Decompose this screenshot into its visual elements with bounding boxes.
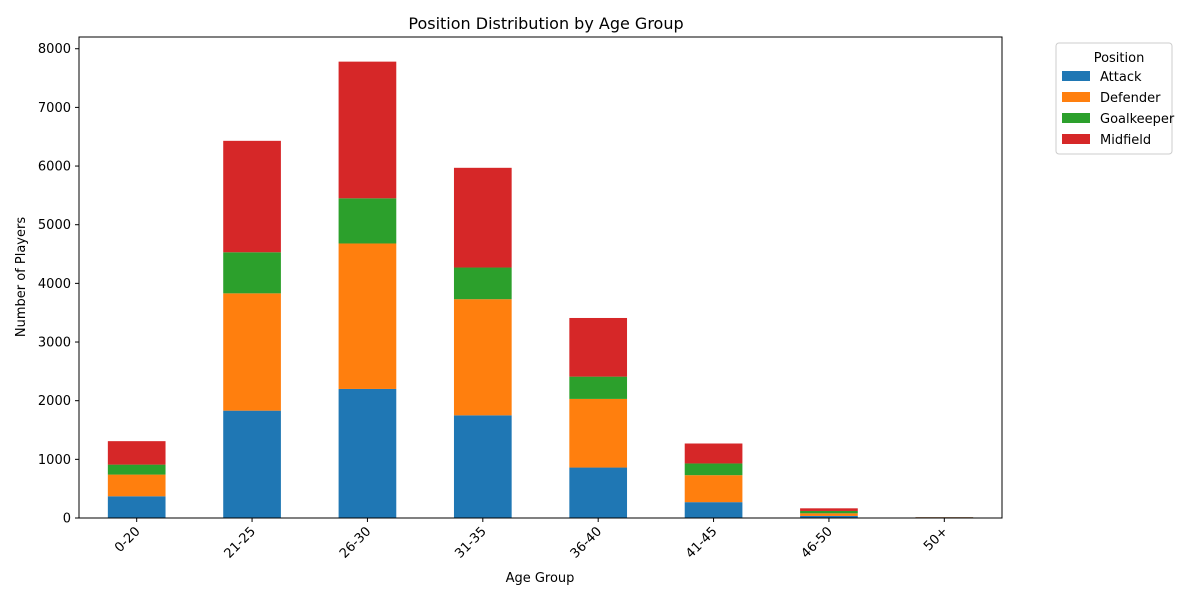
- legend-label-goalkeeper: Goalkeeper: [1100, 112, 1175, 127]
- x-tick-label: 26-30: [337, 524, 374, 561]
- legend-swatch-goalkeeper: [1062, 113, 1090, 123]
- bar-attack-21-25: [223, 411, 281, 518]
- x-tick-label: 50+: [921, 524, 951, 554]
- x-tick-label: 46-50: [798, 524, 835, 561]
- legend-swatch-defender: [1062, 92, 1090, 102]
- legend-swatch-attack: [1062, 71, 1090, 81]
- y-tick-label: 4000: [38, 277, 71, 292]
- bar-defender-41-45: [685, 475, 743, 502]
- legend-swatch-midfield: [1062, 134, 1090, 144]
- bar-defender-0-20: [108, 475, 166, 497]
- bar-attack-26-30: [339, 389, 397, 518]
- x-tick-label: 36-40: [568, 524, 605, 561]
- bar-midfield-36-40: [569, 318, 627, 377]
- bar-midfield-26-30: [339, 62, 397, 199]
- x-tick-label: 41-45: [683, 524, 720, 561]
- y-tick-label: 0: [63, 512, 71, 527]
- bar-defender-36-40: [569, 399, 627, 468]
- y-tick-label: 8000: [38, 42, 71, 57]
- legend-label-attack: Attack: [1100, 70, 1142, 85]
- y-tick-label: 2000: [38, 394, 71, 409]
- bar-goalkeeper-0-20: [108, 465, 166, 475]
- bar-attack-31-35: [454, 415, 512, 518]
- bar-midfield-46-50: [800, 508, 858, 511]
- bar-midfield-0-20: [108, 441, 166, 464]
- x-axis: 0-20 21-25 26-30 31-35 36-40 41-45 46-50 50+: [112, 518, 951, 562]
- bar-attack-41-45: [685, 502, 743, 518]
- y-tick-label: 1000: [38, 453, 71, 468]
- y-axis: 0 1000 2000 3000 4000 5000 6000 7000 8000: [38, 42, 79, 526]
- plot-frame: [79, 37, 1002, 518]
- bar-goalkeeper-26-30: [339, 198, 397, 243]
- x-tick-label: 31-35: [452, 524, 489, 561]
- x-axis-label: Age Group: [506, 571, 575, 586]
- bar-goalkeeper-41-45: [685, 463, 743, 475]
- y-tick-label: 7000: [38, 101, 71, 116]
- bars-layer: [108, 62, 973, 518]
- bar-defender-26-30: [339, 243, 397, 388]
- bar-defender-46-50: [800, 513, 858, 516]
- x-tick-label: 21-25: [222, 524, 259, 561]
- y-tick-label: 5000: [38, 218, 71, 233]
- bar-goalkeeper-31-35: [454, 268, 512, 300]
- bar-midfield-21-25: [223, 141, 281, 252]
- legend-label-midfield: Midfield: [1100, 133, 1151, 148]
- bar-midfield-41-45: [685, 444, 743, 464]
- bar-goalkeeper-21-25: [223, 252, 281, 293]
- bar-attack-36-40: [569, 468, 627, 518]
- bar-defender-31-35: [454, 299, 512, 415]
- legend-title: Position: [1094, 51, 1145, 66]
- x-tick-label: 0-20: [112, 524, 143, 555]
- bar-goalkeeper-46-50: [800, 511, 858, 513]
- bar-midfield-31-35: [454, 168, 512, 268]
- bar-attack-0-20: [108, 496, 166, 518]
- legend: Position Attack Defender Goalkeeper Midfiel…: [1056, 43, 1175, 154]
- y-axis-label: Number of Players: [14, 217, 29, 337]
- bar-defender-21-25: [223, 293, 281, 410]
- legend-label-defender: Defender: [1100, 91, 1161, 106]
- chart-title: Position Distribution by Age Group: [408, 14, 683, 33]
- y-tick-label: 6000: [38, 160, 71, 175]
- bar-goalkeeper-36-40: [569, 377, 627, 399]
- y-tick-label: 3000: [38, 336, 71, 351]
